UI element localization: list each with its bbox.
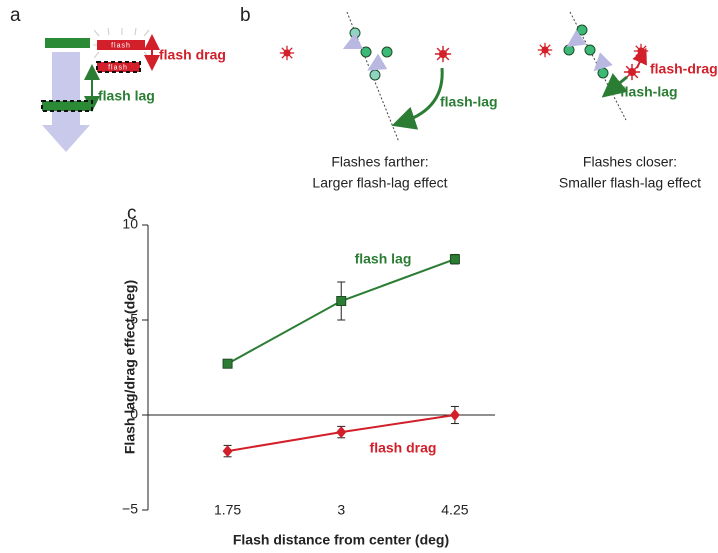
y-tick-label: 10 — [122, 216, 138, 232]
rotation-arrow — [342, 32, 364, 50]
caption: Larger flash-lag effect — [312, 175, 447, 191]
rotation-arrow — [367, 53, 388, 71]
flash-star — [434, 45, 452, 63]
annotation: flash-lag — [440, 94, 498, 110]
drag-arrow — [632, 47, 647, 69]
series-label: flash lag — [355, 251, 412, 267]
drag-label: flash drag — [159, 47, 226, 63]
x-tick-label: 1.75 — [214, 502, 241, 518]
y-tick-label: 5 — [130, 311, 138, 327]
marker — [336, 426, 347, 439]
marker — [222, 358, 233, 369]
y-tick-label: −5 — [122, 501, 138, 517]
flash-text: flash — [108, 64, 128, 71]
trajectory — [346, 11, 400, 143]
x-axis-label: Flash distance from center (deg) — [233, 532, 449, 548]
panel-label: c — [127, 203, 137, 224]
series-label: flash drag — [370, 440, 437, 456]
x-tick-label: 3 — [337, 502, 345, 518]
flash-bar — [97, 40, 145, 50]
x-tick-label: 4.25 — [441, 502, 468, 518]
caption: Flashes farther: — [331, 154, 428, 170]
marker — [449, 409, 460, 421]
marker — [336, 296, 347, 306]
marker — [449, 254, 460, 265]
caption: Smaller flash-lag effect — [559, 175, 701, 191]
flash-star — [633, 43, 649, 59]
y-tick-label: 0 — [130, 406, 138, 422]
lag-arrow — [391, 67, 444, 130]
panel-label: a — [10, 5, 21, 26]
dots — [563, 24, 609, 79]
flash-text: flash — [111, 42, 131, 49]
rotation-arrow — [566, 29, 587, 47]
flash-star — [279, 45, 295, 61]
marker — [222, 445, 233, 458]
panel-label: b — [240, 5, 251, 26]
annotation: flash-drag — [650, 61, 718, 77]
caption: Flashes closer: — [583, 154, 677, 170]
rotation-arrow — [593, 52, 613, 72]
y-axis-label: Flash lag/drag effect (deg) — [122, 280, 138, 454]
moving-bar — [45, 38, 90, 48]
perceived-bar — [41, 100, 93, 112]
lag-label: flash lag — [98, 88, 155, 104]
dots — [349, 27, 393, 81]
lag-arrow — [601, 73, 628, 98]
flash-star — [537, 42, 553, 58]
annotation: flash-lag — [620, 84, 678, 100]
